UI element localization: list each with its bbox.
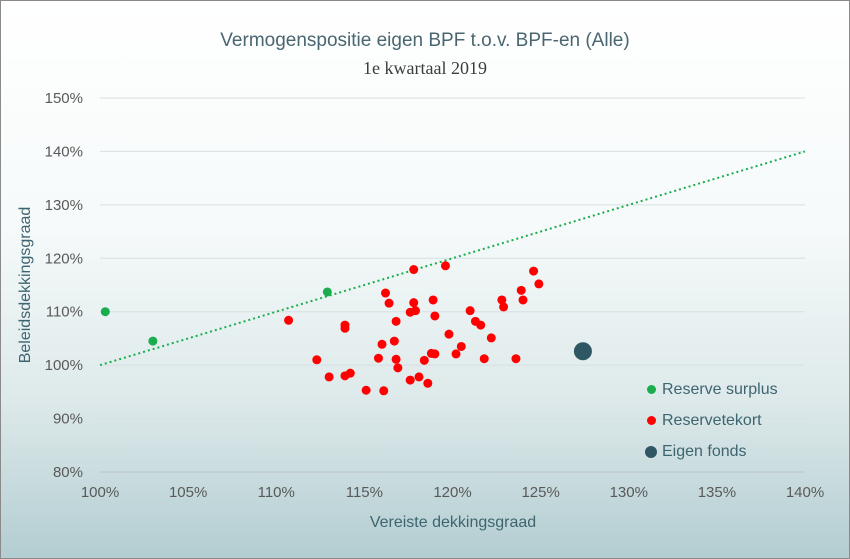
reservetekort-point [379, 386, 389, 396]
reservetekort-point [511, 354, 521, 364]
x-tick-label: 100% [81, 484, 119, 501]
reservetekort-point [497, 295, 507, 305]
reservetekort-point [414, 372, 424, 382]
reservetekort-point [479, 354, 489, 364]
x-tick-label: 130% [610, 484, 648, 501]
reservetekort-point [345, 368, 355, 378]
y-tick-label: 110% [46, 304, 83, 321]
reservetekort-point [529, 266, 539, 276]
reservetekort-point [430, 349, 440, 359]
legend-marker-icon [646, 385, 656, 394]
reservetekort-point [451, 349, 461, 359]
reservetekort-point [518, 295, 528, 305]
x-tick-label: 140% [786, 484, 824, 501]
gridlines [100, 97, 805, 473]
chart-subtitle: 1e kwartaal 2019 [363, 58, 487, 78]
reservetekort-point [486, 333, 496, 343]
reservetekort-point [476, 320, 486, 330]
reservetekort-point [409, 298, 419, 308]
reservetekort-point [499, 302, 509, 312]
reservetekort-point [389, 336, 399, 346]
y-tick-label: 140% [45, 143, 83, 160]
data-points [100, 261, 592, 396]
legend-marker-icon [645, 445, 657, 458]
legend-marker-icon [646, 416, 656, 425]
eigen-fonds-point [573, 342, 592, 361]
reservetekort-point [384, 298, 394, 308]
legend-label: Eigen fonds [662, 442, 747, 460]
reservetekort-point [430, 311, 440, 321]
reservetekort-point [423, 378, 433, 388]
reservetekort-point [381, 288, 391, 298]
y-tick-label: 120% [45, 250, 83, 267]
x-tick-label: 105% [169, 484, 207, 501]
reservetekort-point [393, 363, 403, 373]
legend-item-reserve-surplus: Reserve surplus [645, 374, 778, 405]
y-axis-title: Beleidsdekkingsgraad [17, 207, 34, 364]
legend-label: Reservetekort [662, 411, 762, 429]
reservetekort-point [373, 353, 383, 363]
reservetekort-point [324, 372, 334, 382]
reservetekort-point [440, 261, 450, 271]
chart-title: Vermogenspositie eigen BPF t.o.v. BPF-en… [220, 30, 630, 51]
x-tick-label: 135% [698, 484, 736, 501]
y-tick-label: 100% [45, 357, 83, 374]
reservetekort-point [419, 355, 429, 365]
y-tick-label: 80% [53, 464, 83, 481]
legend-label: Reserve surplus [662, 380, 778, 398]
reserve-surplus-point [322, 287, 332, 297]
reservetekort-point [456, 341, 466, 351]
x-axis-title: Vereiste dekkingsgraad [370, 514, 536, 531]
reservetekort-point [361, 385, 371, 395]
reservetekort-point [444, 329, 454, 339]
reservetekort-point [465, 306, 475, 316]
reserve-surplus-point [100, 307, 110, 317]
y-tick-labels: 80% 90% 100% 110% 120% 130% 140% 150% [45, 90, 83, 481]
reservetekort-point [340, 323, 350, 333]
legend-item-reservetekort: Reservetekort [645, 405, 778, 436]
reservetekort-point [391, 354, 401, 364]
x-tick-label: 110% [258, 484, 295, 501]
reservetekort-point [377, 339, 387, 349]
y-tick-label: 90% [53, 411, 83, 428]
reservetekort-point [284, 315, 294, 325]
reservetekort-point [409, 265, 419, 275]
reservetekort-point [405, 375, 415, 385]
reserve-surplus-point [148, 336, 158, 346]
legend: Reserve surplus Reservetekort Eigen fond… [645, 374, 778, 467]
reservetekort-point [534, 279, 544, 289]
y-tick-label: 150% [45, 90, 83, 107]
x-tick-label: 115% [346, 484, 383, 501]
legend-item-eigen-fonds: Eigen fonds [645, 436, 778, 467]
reservetekort-point [312, 355, 322, 365]
x-tick-label: 125% [521, 484, 559, 501]
reservetekort-point [428, 295, 438, 305]
y-tick-label: 130% [45, 197, 83, 214]
x-tick-labels: 100% 105% 110% 115% 120% 125% 130% 135% 140% [81, 484, 824, 501]
reservetekort-point [516, 285, 526, 295]
x-tick-label: 120% [433, 484, 471, 501]
reservetekort-point [410, 306, 420, 316]
reservetekort-point [391, 316, 401, 326]
